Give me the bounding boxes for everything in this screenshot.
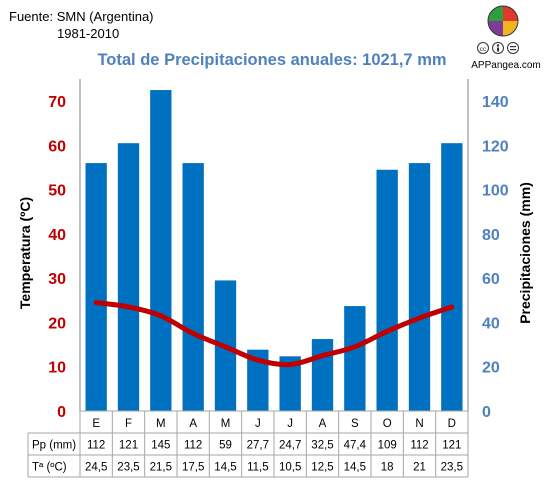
y-right-tick-label: 40 — [482, 315, 500, 332]
precipitation-bars — [85, 90, 463, 412]
table-cell: 27,7 — [247, 440, 269, 452]
x-category-label: D — [448, 418, 456, 430]
precipitation-bar — [311, 339, 334, 411]
y-left-tick-label: 70 — [48, 94, 66, 111]
source-line-2: 1981-2010 — [57, 26, 119, 41]
data-table: E F M A M J J A S O N D Pp (mm) 112 121 145 112 59 27,7 24,… — [27, 410, 469, 478]
table-cell: 121 — [442, 440, 461, 452]
y-left-tick-label: 40 — [48, 227, 66, 244]
y-right-tick-label: 20 — [482, 360, 500, 377]
appangea-logo: cc APPangea.com — [471, 5, 541, 71]
table-cell: 12,5 — [311, 462, 333, 474]
table-cell: 112 — [87, 440, 105, 452]
table-cell: 109 — [378, 440, 397, 452]
table-cell: 121 — [119, 440, 138, 452]
precipitation-bar — [85, 163, 107, 411]
temperature-line-group — [93, 300, 455, 368]
x-category-label: J — [287, 418, 293, 430]
table-cell: 112 — [184, 440, 202, 452]
precipitation-bar — [182, 163, 204, 411]
x-category-label: M — [221, 418, 231, 430]
equal-icon — [507, 42, 519, 54]
y-left-tick-label: 0 — [57, 404, 66, 421]
source-line-1: Fuente: SMN (Argentina) — [9, 9, 154, 24]
table-cell: 47,4 — [344, 440, 367, 452]
table-row-header: Tª (ºC) — [32, 462, 67, 474]
table-cell: 14,5 — [214, 462, 236, 474]
y-right-tick-label: 0 — [482, 404, 491, 421]
x-category-label: F — [125, 418, 132, 430]
table-cell: 32,5 — [311, 440, 333, 452]
precipitation-bar — [117, 143, 140, 412]
y-axis-left-label: Temperatura (ºC) — [17, 197, 33, 309]
precipitation-bar — [150, 90, 172, 412]
table-cell: 23,5 — [441, 462, 463, 474]
table-cell: 11,5 — [247, 462, 269, 474]
svg-text:cc: cc — [480, 46, 487, 53]
y-left-tick-label: 60 — [48, 138, 66, 155]
y-left-tick-label: 30 — [48, 271, 66, 288]
table-cell: 145 — [151, 440, 170, 452]
precipitation-bar — [247, 349, 269, 411]
table-cell: 24,7 — [279, 440, 301, 452]
temperature-line — [93, 300, 455, 368]
y-axis-right-ticks: 0 20 40 60 80 100 120 140 — [482, 94, 509, 421]
y-right-tick-label: 80 — [482, 227, 500, 244]
x-category-label: A — [189, 418, 197, 430]
table-row-header: Pp (mm) — [32, 440, 76, 452]
x-category-label: S — [351, 418, 359, 430]
logo-text: APPangea.com — [471, 60, 541, 71]
table-cell: 21,5 — [150, 462, 172, 474]
x-category-label: O — [383, 418, 392, 430]
precipitation-bar — [408, 163, 431, 411]
x-category-label: N — [415, 418, 423, 430]
y-right-tick-label: 100 — [482, 183, 509, 200]
table-cell: 59 — [219, 440, 232, 452]
y-right-tick-label: 120 — [482, 138, 509, 155]
y-right-tick-label: 60 — [482, 271, 500, 288]
table-cell: 24,5 — [85, 462, 107, 474]
y-left-tick-label: 10 — [48, 360, 66, 377]
table-cell: 112 — [410, 440, 428, 452]
x-category-label: J — [255, 418, 261, 430]
by-icon — [492, 42, 504, 54]
x-category-label: M — [156, 418, 166, 430]
table-cell: 18 — [381, 462, 394, 474]
x-category-label: E — [92, 418, 100, 430]
y-left-tick-label: 20 — [48, 315, 66, 332]
cc-icon: cc — [477, 42, 489, 54]
precipitation-bar — [441, 143, 463, 412]
chart-title: Total de Precipitaciones anuales: 1021,7… — [97, 51, 446, 69]
precipitation-bar — [344, 306, 366, 411]
y-left-tick-label: 50 — [48, 183, 66, 200]
y-right-tick-label: 140 — [482, 94, 509, 111]
y-axis-left-ticks: 0 10 20 30 40 50 60 70 — [48, 94, 66, 421]
x-category-label: A — [319, 418, 327, 430]
table-cell: 23,5 — [117, 462, 139, 474]
table-cell: 17,5 — [182, 462, 204, 474]
table-cell: 14,5 — [344, 462, 366, 474]
table-cell: 10,5 — [279, 462, 301, 474]
precipitation-bar — [279, 356, 301, 411]
table-cell: 21 — [413, 462, 426, 474]
precipitation-bar — [376, 169, 398, 411]
y-axis-right-label: Precipitaciones (mm) — [517, 182, 533, 324]
